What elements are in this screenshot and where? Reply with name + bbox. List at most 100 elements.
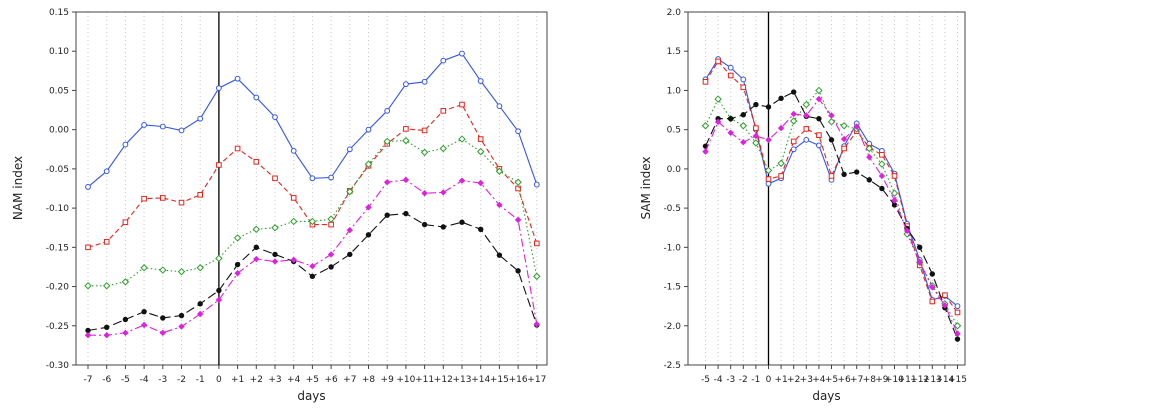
data-point	[103, 168, 110, 175]
data-point	[802, 100, 811, 109]
data-point	[141, 122, 148, 128]
x-tick-label: -3	[158, 375, 167, 385]
x-tick-label: +7	[343, 375, 356, 385]
data-point	[346, 226, 353, 234]
data-point	[890, 189, 899, 197]
data-point	[515, 128, 521, 135]
x-tick-label: -1	[196, 375, 205, 385]
x-tick-label: -5	[121, 375, 130, 385]
data-point	[495, 167, 504, 175]
x-tick-label: -6	[102, 375, 111, 385]
data-point	[347, 251, 353, 258]
x-tick-label: +17	[527, 375, 546, 385]
data-point	[954, 330, 961, 337]
data-point	[740, 76, 747, 83]
data-point	[765, 104, 772, 110]
data-point	[803, 112, 810, 119]
data-point	[514, 178, 522, 186]
data-point	[727, 64, 734, 71]
x-tick-label: -5	[701, 375, 710, 385]
series-5	[702, 95, 961, 337]
data-point	[840, 135, 848, 143]
data-point	[384, 179, 391, 186]
data-point	[215, 254, 223, 263]
data-point	[790, 110, 797, 118]
data-point	[727, 72, 734, 79]
data-point	[878, 172, 886, 180]
y-axis-label: NAM index	[11, 156, 25, 220]
data-point	[141, 195, 147, 202]
data-point	[103, 239, 110, 245]
data-point	[533, 321, 540, 328]
data-point	[477, 179, 484, 187]
data-point	[197, 310, 204, 318]
data-point	[159, 266, 167, 274]
data-point	[308, 217, 317, 226]
x-tick-label: +7	[850, 375, 863, 385]
x-tick-label: -2	[739, 375, 748, 385]
data-point	[196, 264, 204, 272]
data-point	[178, 312, 185, 319]
data-point	[477, 78, 484, 84]
data-point	[764, 166, 773, 175]
data-point	[440, 224, 446, 230]
data-point	[365, 232, 372, 238]
data-point	[233, 234, 242, 242]
y-tick-label: -0.5	[663, 204, 681, 214]
series-1	[85, 50, 540, 190]
data-point	[476, 147, 485, 156]
data-point	[803, 126, 810, 132]
data-point	[197, 115, 204, 122]
data-point	[365, 204, 372, 211]
data-point	[477, 136, 484, 142]
data-point	[122, 329, 129, 337]
data-point	[765, 136, 772, 144]
x-tick-label: -3	[726, 375, 735, 385]
y-tick-label: -1.5	[663, 283, 681, 293]
data-point	[160, 195, 166, 201]
x-tick-label: +1	[774, 375, 787, 385]
data-point	[346, 187, 354, 196]
data-point	[253, 244, 259, 251]
x-tick-label: +15	[490, 375, 509, 385]
x-tick-label: +12	[910, 375, 929, 385]
x-tick-label: +4	[812, 375, 826, 385]
data-point	[253, 159, 260, 165]
data-point	[216, 287, 222, 294]
data-point	[365, 126, 372, 133]
data-point	[765, 180, 772, 187]
series-line	[705, 60, 958, 313]
data-point	[753, 125, 759, 131]
data-point	[789, 117, 798, 125]
data-point	[891, 197, 898, 204]
data-point	[159, 123, 166, 130]
data-point	[252, 225, 261, 233]
data-point	[534, 240, 540, 247]
data-point	[421, 221, 428, 228]
data-point	[740, 112, 746, 118]
data-point	[177, 267, 186, 276]
x-tick-label: +2	[787, 375, 800, 385]
data-point	[954, 309, 961, 316]
data-point	[841, 171, 847, 178]
data-point	[714, 118, 722, 126]
data-point	[701, 122, 710, 130]
y-tick-label: 2.0	[667, 8, 682, 18]
data-point	[816, 132, 822, 138]
data-point	[866, 153, 873, 161]
data-point	[328, 221, 334, 228]
data-point	[954, 303, 961, 310]
data-point	[917, 244, 923, 251]
x-tick-label: +16	[509, 375, 528, 385]
data-point	[85, 184, 91, 190]
data-point	[403, 81, 409, 88]
data-point	[384, 107, 391, 114]
data-point	[478, 226, 484, 232]
data-point	[753, 101, 759, 108]
x-tick-label: -1	[751, 375, 760, 385]
data-point	[122, 141, 129, 148]
data-point	[828, 137, 835, 143]
x-tick-label: +10	[885, 375, 904, 385]
x-tick-label: -7	[84, 375, 93, 385]
